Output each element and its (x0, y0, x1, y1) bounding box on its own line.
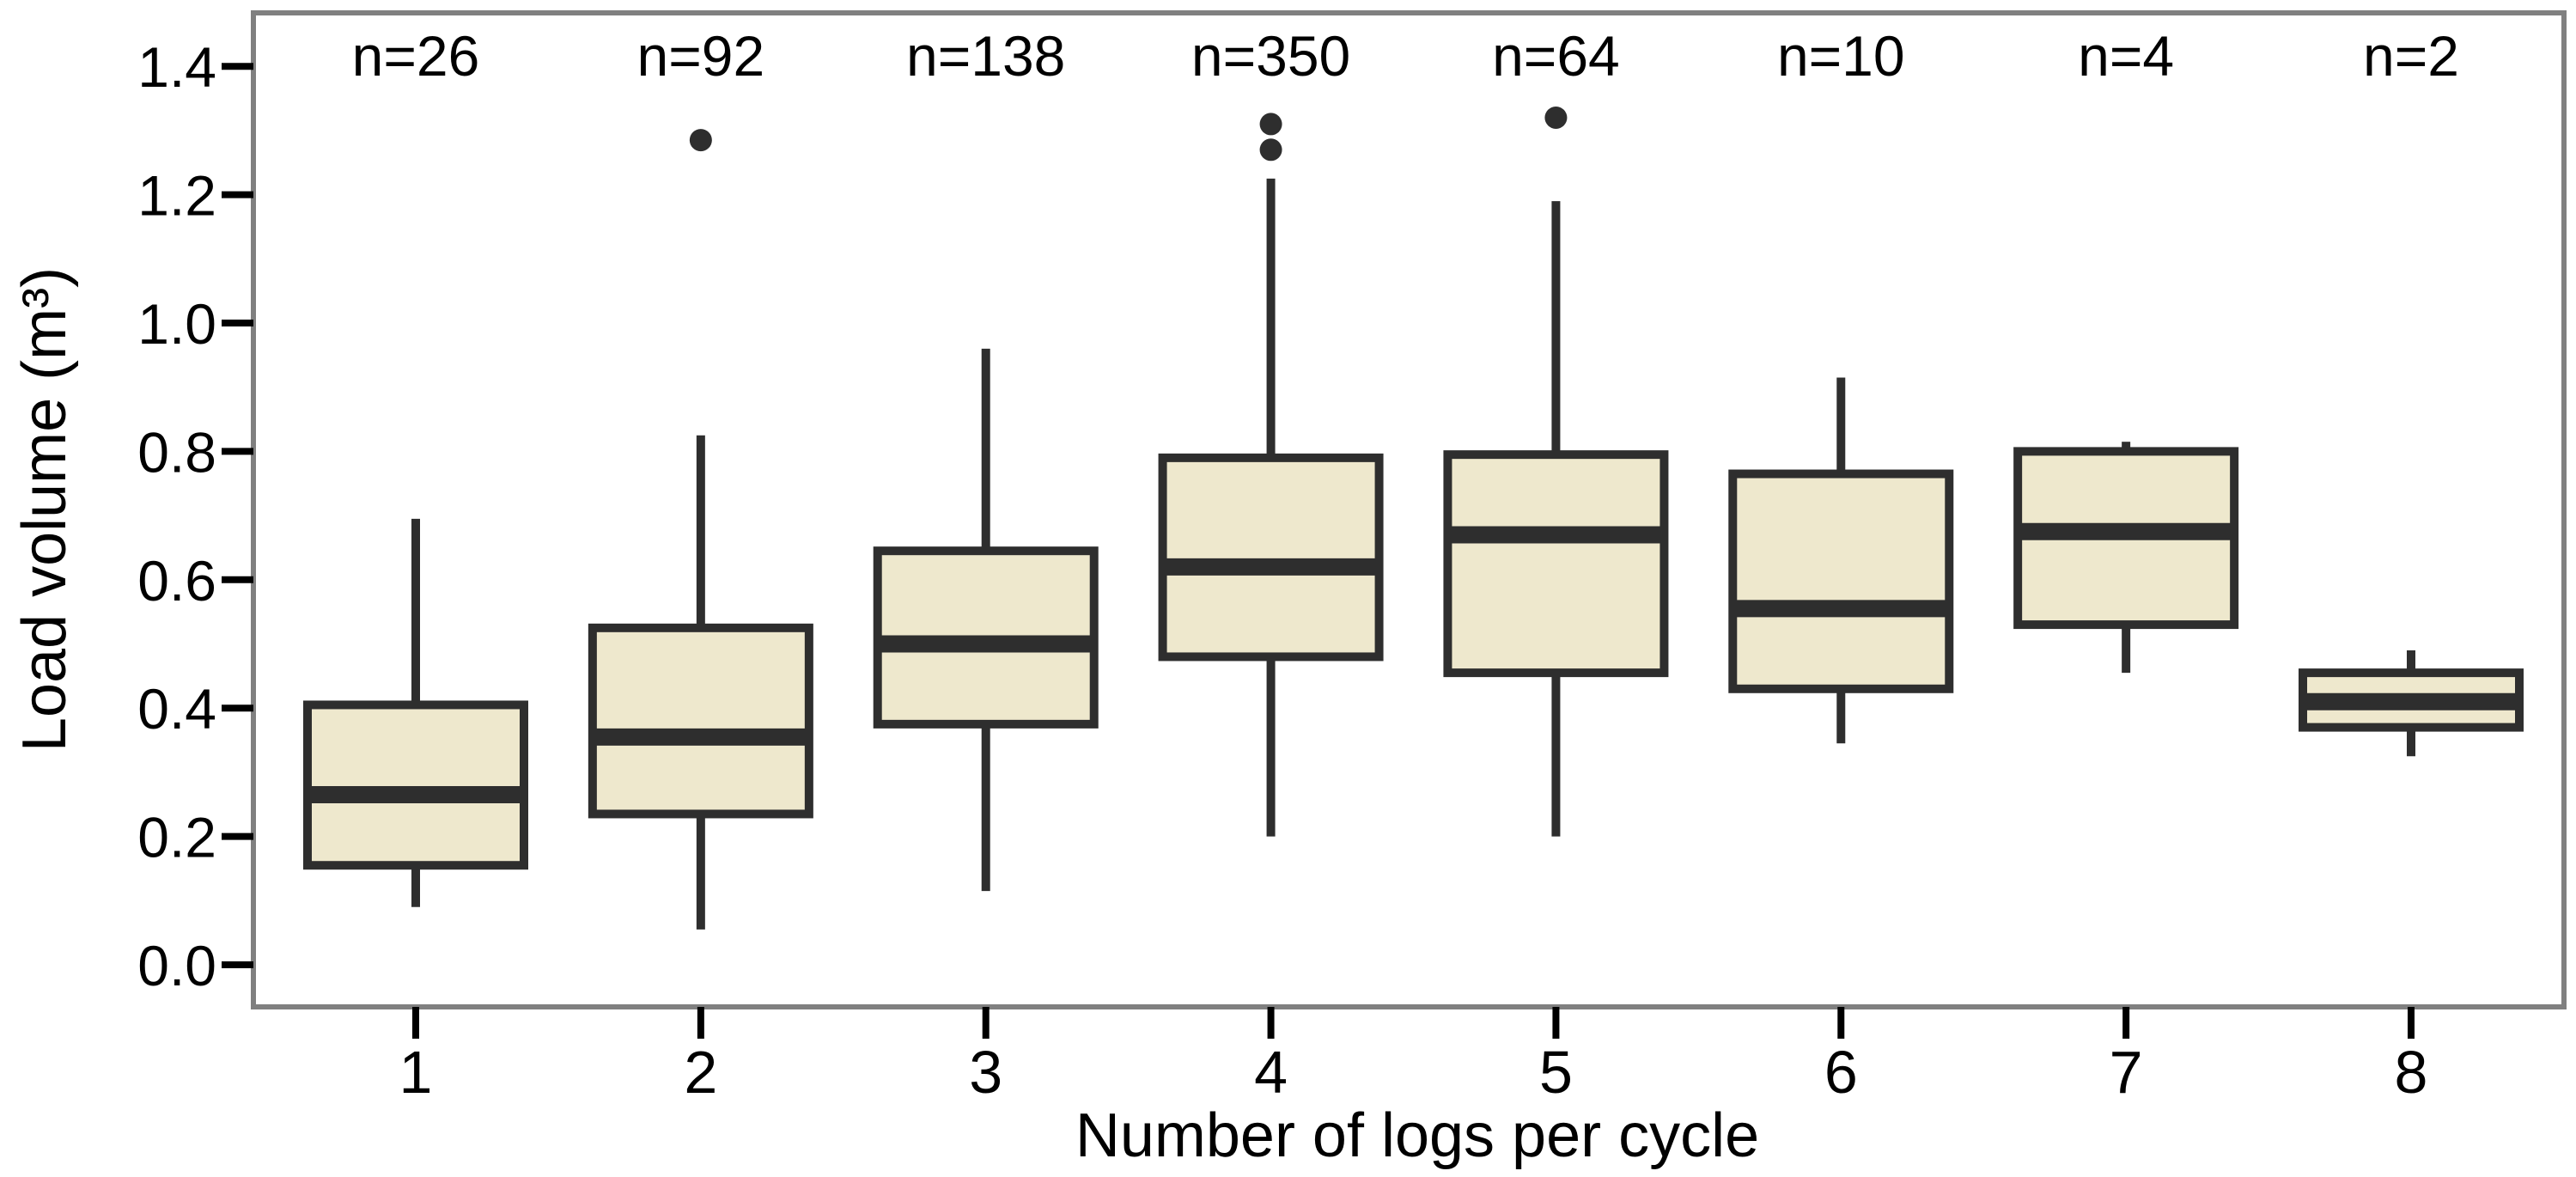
outlier-point-4-1 (1259, 138, 1282, 162)
y-axis-tick-label-1.2: 1.2 (137, 164, 216, 228)
sample-size-label-1: n=26 (352, 24, 480, 88)
y-axis-tick-label-1.4: 1.4 (137, 35, 216, 99)
y-axis-tick-label-0.0: 0.0 (137, 934, 216, 997)
sample-size-label-6: n=10 (1777, 24, 1905, 88)
y-axis-tick-label-0.6: 0.6 (137, 549, 216, 613)
outlier-point-5-1 (1544, 106, 1568, 129)
sample-size-label-5: n=64 (1492, 24, 1620, 88)
x-axis-tick-label-2: 2 (684, 1039, 717, 1106)
box-4 (1158, 453, 1384, 662)
x-axis-tick-label-3: 3 (969, 1039, 1002, 1106)
sample-size-label-2: n=92 (637, 24, 765, 88)
y-axis-tick-label-0.8: 0.8 (137, 420, 216, 484)
sample-size-label-8: n=2 (2363, 24, 2459, 88)
y-axis-tick-label-0.4: 0.4 (137, 677, 216, 741)
y-axis-tick-label-1.0: 1.0 (137, 292, 216, 356)
x-axis-tick-label-8: 8 (2395, 1039, 2428, 1106)
y-axis-title: Load volume (m³) (10, 266, 79, 753)
sample-size-label-7: n=4 (2078, 24, 2174, 88)
box-1 (303, 700, 528, 870)
sample-size-label-3: n=138 (906, 24, 1065, 88)
x-axis-tick-label-4: 4 (1254, 1039, 1288, 1106)
x-axis-tick-label-1: 1 (399, 1039, 433, 1106)
x-axis-tick-label-5: 5 (1539, 1039, 1573, 1106)
sample-size-label-4: n=350 (1191, 24, 1350, 88)
box-5 (1443, 450, 1669, 678)
outlier-point-2-1 (689, 129, 712, 152)
y-axis-tick-label-0.2: 0.2 (137, 806, 216, 869)
x-axis-tick-label-7: 7 (2110, 1039, 2143, 1106)
x-axis-tick-label-6: 6 (1824, 1039, 1858, 1106)
x-axis-title: Number of logs per cycle (1075, 1101, 1760, 1170)
box-2 (588, 623, 813, 819)
outlier-point-4-2 (1259, 113, 1282, 136)
box-6 (1728, 469, 1954, 693)
